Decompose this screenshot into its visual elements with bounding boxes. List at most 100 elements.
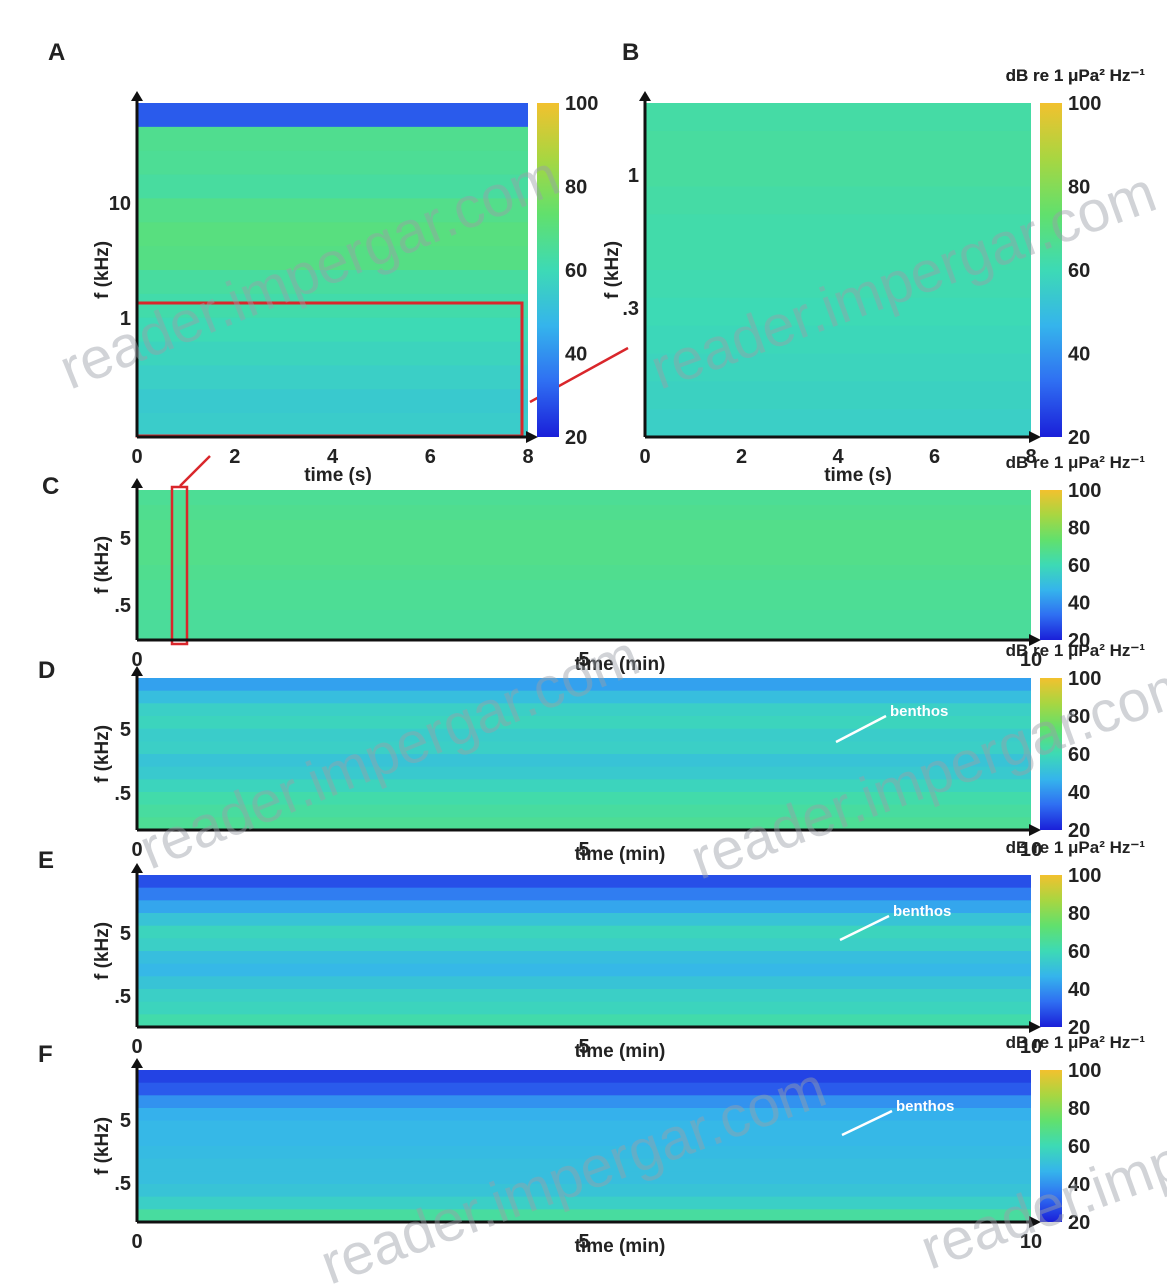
heatmap-band — [137, 1070, 1031, 1084]
x-axis-arrow — [526, 431, 538, 443]
heatmap-band — [137, 1171, 1031, 1185]
y-axis-arrow — [131, 666, 143, 676]
panel-label: E — [38, 847, 54, 874]
y-tick-label: 5 — [120, 1110, 131, 1132]
colorbar-unit-label: dB re 1 μPa² Hz⁻¹ — [1006, 641, 1146, 660]
colorbar-tick-label: 100 — [1068, 93, 1101, 115]
y-axis-arrow — [639, 91, 651, 101]
heatmap-band — [137, 976, 1031, 990]
x-tick-label: 0 — [131, 839, 142, 861]
x-tick-label: 2 — [229, 446, 240, 468]
heatmap-band — [645, 270, 1031, 299]
colorbar-tick-label: 100 — [1068, 668, 1101, 690]
heatmap-band — [137, 565, 1031, 581]
colorbar — [1040, 1070, 1062, 1222]
heatmap-band — [137, 963, 1031, 977]
panel-label: F — [38, 1041, 53, 1068]
y-axis-arrow — [131, 863, 143, 873]
heatmap-band — [137, 174, 528, 200]
heatmap-band — [645, 353, 1031, 382]
colorbar-tick-label: 80 — [1068, 903, 1090, 925]
benthos-annotation: benthos — [896, 1098, 954, 1115]
heatmap-band — [645, 103, 1031, 132]
heatmap-band — [137, 754, 1031, 768]
heatmap-band — [137, 103, 528, 128]
heatmap-band — [137, 126, 528, 152]
y-tick-label: .5 — [114, 1173, 131, 1195]
colorbar — [1040, 678, 1062, 830]
heatmap-band — [137, 913, 1031, 927]
colorbar-tick-label: 80 — [1068, 706, 1090, 728]
colorbar-tick-label: 60 — [1068, 1136, 1090, 1158]
heatmap-band — [137, 690, 1031, 704]
x-axis-label: time (min) — [575, 844, 666, 865]
colorbar-tick-label: 40 — [1068, 979, 1090, 1001]
x-axis-label: time (min) — [575, 1236, 666, 1257]
annotation-arrow — [835, 714, 887, 744]
heatmap-band — [137, 610, 1031, 626]
x-tick-label: 6 — [929, 446, 940, 468]
x-tick-label: 10 — [1020, 1231, 1042, 1253]
heatmap-band — [137, 535, 1031, 551]
x-tick-label: 5 — [578, 649, 589, 671]
x-tick-label: 5 — [578, 1036, 589, 1058]
heatmap-band — [137, 1133, 1031, 1147]
heatmap-band — [645, 130, 1031, 160]
y-axis-label: f (kHz) — [92, 1117, 113, 1175]
colorbar-tick-label: 40 — [1068, 344, 1090, 366]
heatmap-band — [137, 925, 1031, 939]
heatmap-band — [137, 198, 528, 223]
heatmap-band — [137, 741, 1031, 755]
heatmap-band — [137, 317, 528, 343]
colorbar-unit-label: dB re 1 μPa² Hz⁻¹ — [1006, 66, 1146, 85]
zoom-connector — [179, 455, 211, 487]
colorbar-tick-label: 20 — [565, 427, 587, 449]
x-tick-label: 10 — [1020, 1036, 1042, 1058]
x-axis-arrow — [1029, 1216, 1041, 1228]
heatmap-band — [137, 1120, 1031, 1134]
heatmap-band — [137, 703, 1031, 717]
colorbar-tick-label: 60 — [1068, 744, 1090, 766]
panel-label: B — [622, 39, 639, 66]
colorbar-unit-label: dB re 1 μPa² Hz⁻¹ — [1006, 1033, 1146, 1052]
x-axis-label: time (min) — [575, 654, 666, 675]
heatmap-band — [137, 1082, 1031, 1096]
heatmap-band — [137, 222, 528, 247]
colorbar-tick-label: 20 — [1068, 427, 1090, 449]
colorbar-tick-label: 20 — [1068, 630, 1090, 652]
heatmap-band — [137, 887, 1031, 901]
heatmap-band — [645, 381, 1031, 410]
heatmap-band — [137, 804, 1031, 818]
x-axis-arrow — [1029, 1021, 1041, 1033]
colorbar-tick-label: 80 — [565, 177, 587, 199]
heatmap-band — [137, 150, 528, 176]
heatmap-band — [137, 595, 1031, 611]
panel-label: A — [48, 39, 65, 66]
colorbar-tick-label: 100 — [1068, 480, 1101, 502]
y-axis-label: f (kHz) — [92, 241, 113, 299]
benthos-annotation: benthos — [893, 903, 951, 920]
heatmap-band — [137, 246, 528, 271]
heatmap-band — [137, 716, 1031, 730]
heatmap-band — [137, 1095, 1031, 1109]
colorbar — [1040, 490, 1062, 640]
x-axis-label: time (s) — [824, 465, 892, 486]
heatmap-band — [137, 625, 1031, 641]
x-tick-label: 8 — [522, 446, 533, 468]
colorbar-unit-label: dB re 1 μPa² Hz⁻¹ — [1006, 453, 1146, 472]
x-tick-label: 2 — [736, 446, 747, 468]
y-axis-label: f (kHz) — [92, 725, 113, 783]
annotation-arrow — [839, 914, 890, 942]
heatmap-band — [137, 989, 1031, 1003]
heatmap-band — [137, 792, 1031, 806]
x-tick-label: 4 — [832, 446, 844, 468]
heatmap-band — [137, 365, 528, 390]
heatmap-band — [137, 728, 1031, 742]
heatmap-band — [137, 1001, 1031, 1015]
x-tick-label: 0 — [131, 1231, 142, 1253]
colorbar-tick-label: 40 — [1068, 1174, 1090, 1196]
heatmap-band — [137, 817, 1031, 831]
y-tick-label: 1 — [628, 165, 639, 187]
colorbar-tick-label: 100 — [1068, 1060, 1101, 1082]
y-tick-label: 5 — [120, 719, 131, 741]
